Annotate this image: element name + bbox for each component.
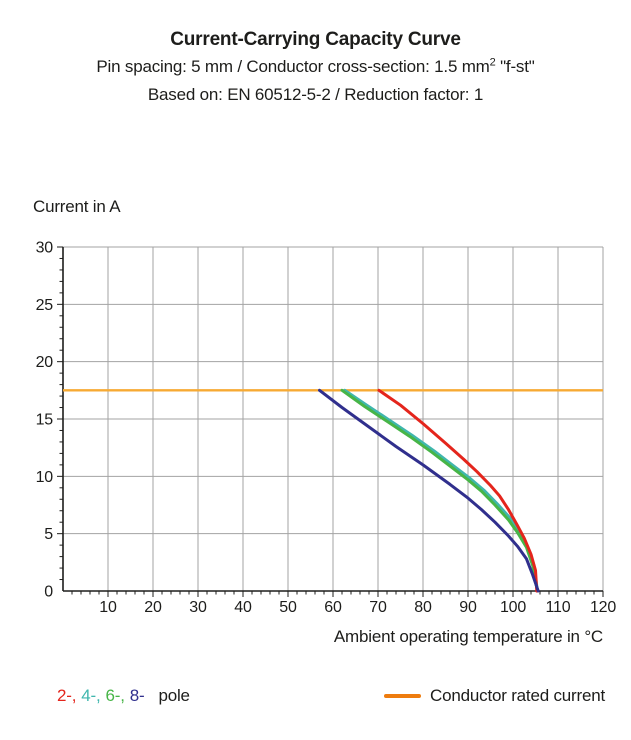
legend-rated-label: Conductor rated current (430, 686, 605, 705)
x-tick-label: 90 (459, 599, 477, 616)
x-tick-label: 100 (500, 599, 526, 616)
y-tick-label: 10 (36, 469, 54, 486)
subtitle-superscript: 2 (489, 56, 496, 69)
legend-pole-8: 8- (129, 686, 145, 705)
x-axis-title: Ambient operating temperature in °C (333, 627, 603, 646)
series-curve-8-pole (318, 388, 540, 593)
subtitle-text: Pin spacing: 5 mm / Conductor cross-sect… (96, 57, 490, 76)
y-tick-label: 15 (36, 412, 54, 429)
legend-rated-current: Conductor rated current (384, 686, 605, 706)
axis-ticks (57, 246, 604, 597)
x-tick-label: 40 (234, 599, 252, 616)
series-curve-4-pole (343, 388, 539, 593)
tick-labels: 10 20 30 40 50 60 70 80 90 100 110 120 0 5 10 15 20 25 30 (36, 240, 617, 617)
y-tick-label: 30 (36, 240, 54, 257)
x-tick-label: 60 (324, 599, 342, 616)
rated-current-line-swatch (384, 694, 422, 698)
figure-subtitle: Pin spacing: 5 mm / Conductor cross-sect… (0, 53, 631, 81)
x-tick-label: 10 (99, 599, 117, 616)
legend-pole-word: pole (158, 686, 190, 705)
x-tick-label: 30 (189, 599, 207, 616)
x-tick-label: 110 (546, 599, 571, 616)
series-curve-2-pole (377, 388, 539, 593)
legend-poles: 2-, 4-, 6-, 8- pole (57, 686, 190, 706)
y-axis-title: Current in A (33, 197, 121, 216)
figure-header: Current-Carrying Capacity Curve Pin spac… (0, 26, 631, 109)
figure-basis: Based on: EN 60512-5-2 / Reduction facto… (147, 85, 484, 104)
x-tick-label: 20 (144, 599, 162, 616)
figure-title: Current-Carrying Capacity Curve (170, 29, 461, 50)
y-tick-label: 0 (44, 584, 53, 601)
x-tick-label: 80 (414, 599, 432, 616)
y-tick-label: 5 (44, 526, 53, 543)
legend-pole-2: 2-, (57, 686, 77, 705)
legend-pole-6: 6-, (105, 686, 125, 705)
axes (62, 247, 603, 592)
x-tick-label: 120 (590, 599, 616, 616)
x-tick-label: 50 (279, 599, 297, 616)
legend-pole-4: 4-, (81, 686, 101, 705)
gridlines (63, 246, 604, 591)
subtitle-suffix: "f-st" (495, 57, 535, 76)
y-tick-label: 20 (36, 354, 54, 371)
series-curve-6-pole (340, 388, 539, 593)
x-tick-label: 70 (369, 599, 387, 616)
legend: 2-, 4-, 6-, 8- pole Conductor rated curr… (57, 683, 605, 709)
y-tick-label: 25 (36, 297, 54, 314)
